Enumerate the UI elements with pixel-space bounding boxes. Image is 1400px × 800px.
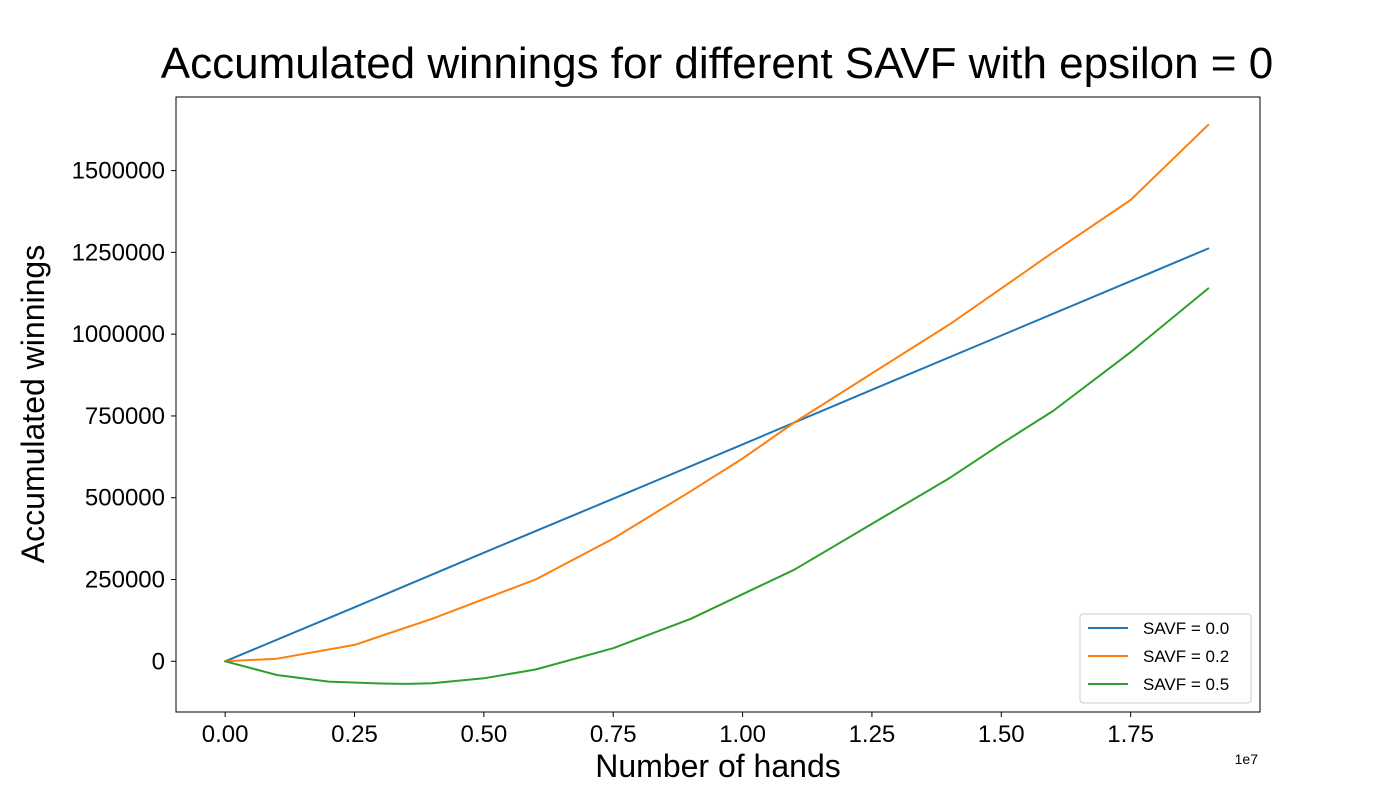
legend-label-0: SAVF = 0.0 [1143,619,1229,638]
y-axis-ticks: 0 250000 500000 750000 1000000 1250000 1500000 [72,158,176,675]
y-tick-label: 500000 [85,485,165,512]
plot-frame [175,96,1261,713]
legend-label-1: SAVF = 0.2 [1143,647,1229,666]
y-tick-label: 1250000 [72,239,165,266]
x-tick-label: 1.75 [1107,721,1154,748]
chart-title: Accumulated winnings for different SAVF … [161,39,1273,88]
y-tick-label: 750000 [85,403,165,430]
x-tick-label: 1.25 [849,721,896,748]
series-line-0 [224,247,1210,663]
legend: SAVF = 0.0 SAVF = 0.2 SAVF = 0.5 [1079,613,1252,704]
series-line-2 [224,287,1210,685]
x-axis-ticks: 0.00 0.25 0.50 0.75 1.00 1.25 1.50 1.75 [202,712,1154,748]
x-tick-label: 0.50 [461,721,508,748]
x-tick-label: 0.75 [590,721,637,748]
legend-label-2: SAVF = 0.5 [1143,675,1229,694]
y-tick-label: 1500000 [72,158,165,185]
x-tick-label: 1.00 [719,721,766,748]
x-tick-label: 0.00 [202,721,249,748]
x-tick-label: 1.50 [978,721,1025,748]
y-tick-label: 0 [152,648,165,675]
y-axis-label: Accumulated winnings [15,245,51,563]
legend-box [1079,613,1252,704]
series-layer [224,123,1210,685]
x-tick-label: 0.25 [331,721,378,748]
x-axis-label: Number of hands [595,748,840,784]
x-axis-offset-label: 1e7 [1235,751,1259,767]
y-tick-label: 1000000 [72,321,165,348]
y-tick-label: 250000 [85,567,165,594]
series-line-1 [224,123,1210,663]
